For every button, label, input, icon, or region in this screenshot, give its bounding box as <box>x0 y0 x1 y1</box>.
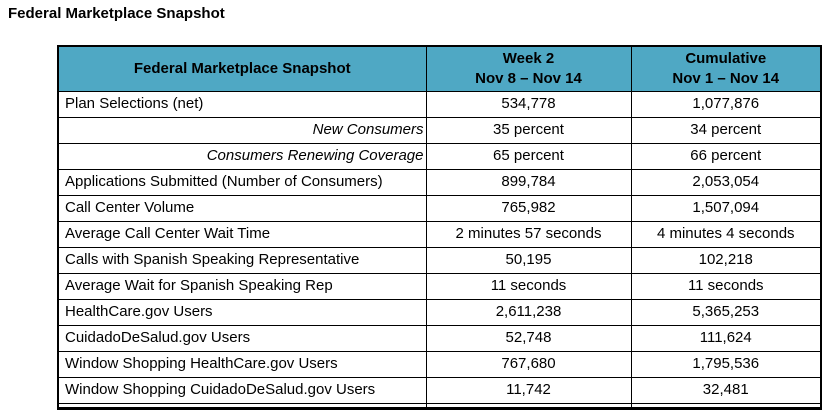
row-week2-value: 2,611,238 <box>425 298 632 326</box>
row-week2-value: 767,680 <box>425 350 632 378</box>
row-label: Calls with Spanish Speaking Representati… <box>57 246 427 274</box>
row-label: Plan Selections (net) <box>57 90 427 118</box>
cutoff-cell <box>57 402 427 409</box>
row-week2-value: 65 percent <box>425 142 632 170</box>
row-label: Window Shopping HealthCare.gov Users <box>57 350 427 378</box>
cutoff-cell <box>630 402 822 409</box>
row-week2-value: 11 seconds <box>425 272 632 300</box>
row-cumulative-value: 66 percent <box>630 142 822 170</box>
row-week2-value: 50,195 <box>425 246 632 274</box>
row-label: New Consumers <box>57 116 427 144</box>
row-cumulative-value: 32,481 <box>630 376 822 404</box>
row-label: Average Call Center Wait Time <box>57 220 427 248</box>
header-label-col: Federal Marketplace Snapshot <box>57 45 427 92</box>
table-row: Window Shopping HealthCare.gov Users 767,… <box>57 350 822 378</box>
table-row: Applications Submitted (Number of Consum… <box>57 168 822 196</box>
table-row: HealthCare.gov Users 2,611,238 5,365,253 <box>57 298 822 326</box>
row-label: Call Center Volume <box>57 194 427 222</box>
table-row: Window Shopping CuidadoDeSalud.gov Users… <box>57 376 822 404</box>
row-week2-value: 11,742 <box>425 376 632 404</box>
row-week2-value: 534,778 <box>425 90 632 118</box>
row-label: HealthCare.gov Users <box>57 298 427 326</box>
row-cumulative-value: 2,053,054 <box>630 168 822 196</box>
snapshot-table: Federal Marketplace Snapshot Week 2 Nov … <box>57 45 822 410</box>
row-label: Consumers Renewing Coverage <box>57 142 427 170</box>
header-week-line1: Week 2 <box>502 49 555 67</box>
row-cumulative-value: 1,077,876 <box>630 90 822 118</box>
cutoff-cell <box>425 402 632 409</box>
row-cumulative-value: 5,365,253 <box>630 298 822 326</box>
table-row: Average Wait for Spanish Speaking Rep 11 … <box>57 272 822 300</box>
row-label: CuidadoDeSalud.gov Users <box>57 324 427 352</box>
row-week2-value: 52,748 <box>425 324 632 352</box>
row-cumulative-value: 4 minutes 4 seconds <box>630 220 822 248</box>
row-cumulative-value: 102,218 <box>630 246 822 274</box>
row-cumulative-value: 11 seconds <box>630 272 822 300</box>
page-title: Federal Marketplace Snapshot <box>8 5 225 22</box>
header-week-col: Week 2 Nov 8 – Nov 14 <box>425 45 632 92</box>
row-label: Average Wait for Spanish Speaking Rep <box>57 272 427 300</box>
row-week2-value: 35 percent <box>425 116 632 144</box>
row-week2-value: 2 minutes 57 seconds <box>425 220 632 248</box>
row-label: Window Shopping CuidadoDeSalud.gov Users <box>57 376 427 404</box>
header-cumulative-line1: Cumulative <box>685 49 767 67</box>
table-row: Average Call Center Wait Time 2 minutes 5… <box>57 220 822 248</box>
row-week2-value: 765,982 <box>425 194 632 222</box>
table-row: Call Center Volume 765,982 1,507,094 <box>57 194 822 222</box>
cutoff-row <box>57 402 822 409</box>
table-row: New Consumers 35 percent 34 percent <box>57 116 822 144</box>
table-row: Calls with Spanish Speaking Representati… <box>57 246 822 274</box>
row-week2-value: 899,784 <box>425 168 632 196</box>
table-header: Federal Marketplace Snapshot Week 2 Nov … <box>57 45 822 92</box>
row-cumulative-value: 1,795,536 <box>630 350 822 378</box>
row-cumulative-value: 1,507,094 <box>630 194 822 222</box>
row-cumulative-value: 111,624 <box>630 324 822 352</box>
table-body: Plan Selections (net) 534,778 1,077,876 New… <box>57 90 822 404</box>
row-cumulative-value: 34 percent <box>630 116 822 144</box>
table-row: Consumers Renewing Coverage 65 percent 66 … <box>57 142 822 170</box>
header-cumulative-col: Cumulative Nov 1 – Nov 14 <box>630 45 822 92</box>
header-cumulative-line2: Nov 1 – Nov 14 <box>672 69 780 87</box>
table-footer <box>57 402 822 409</box>
table-row: Plan Selections (net) 534,778 1,077,876 <box>57 90 822 118</box>
header-week-line2: Nov 8 – Nov 14 <box>475 69 582 87</box>
header-row: Federal Marketplace Snapshot Week 2 Nov … <box>57 45 822 92</box>
row-label: Applications Submitted (Number of Consum… <box>57 168 427 196</box>
table-row: CuidadoDeSalud.gov Users 52,748 111,624 <box>57 324 822 352</box>
